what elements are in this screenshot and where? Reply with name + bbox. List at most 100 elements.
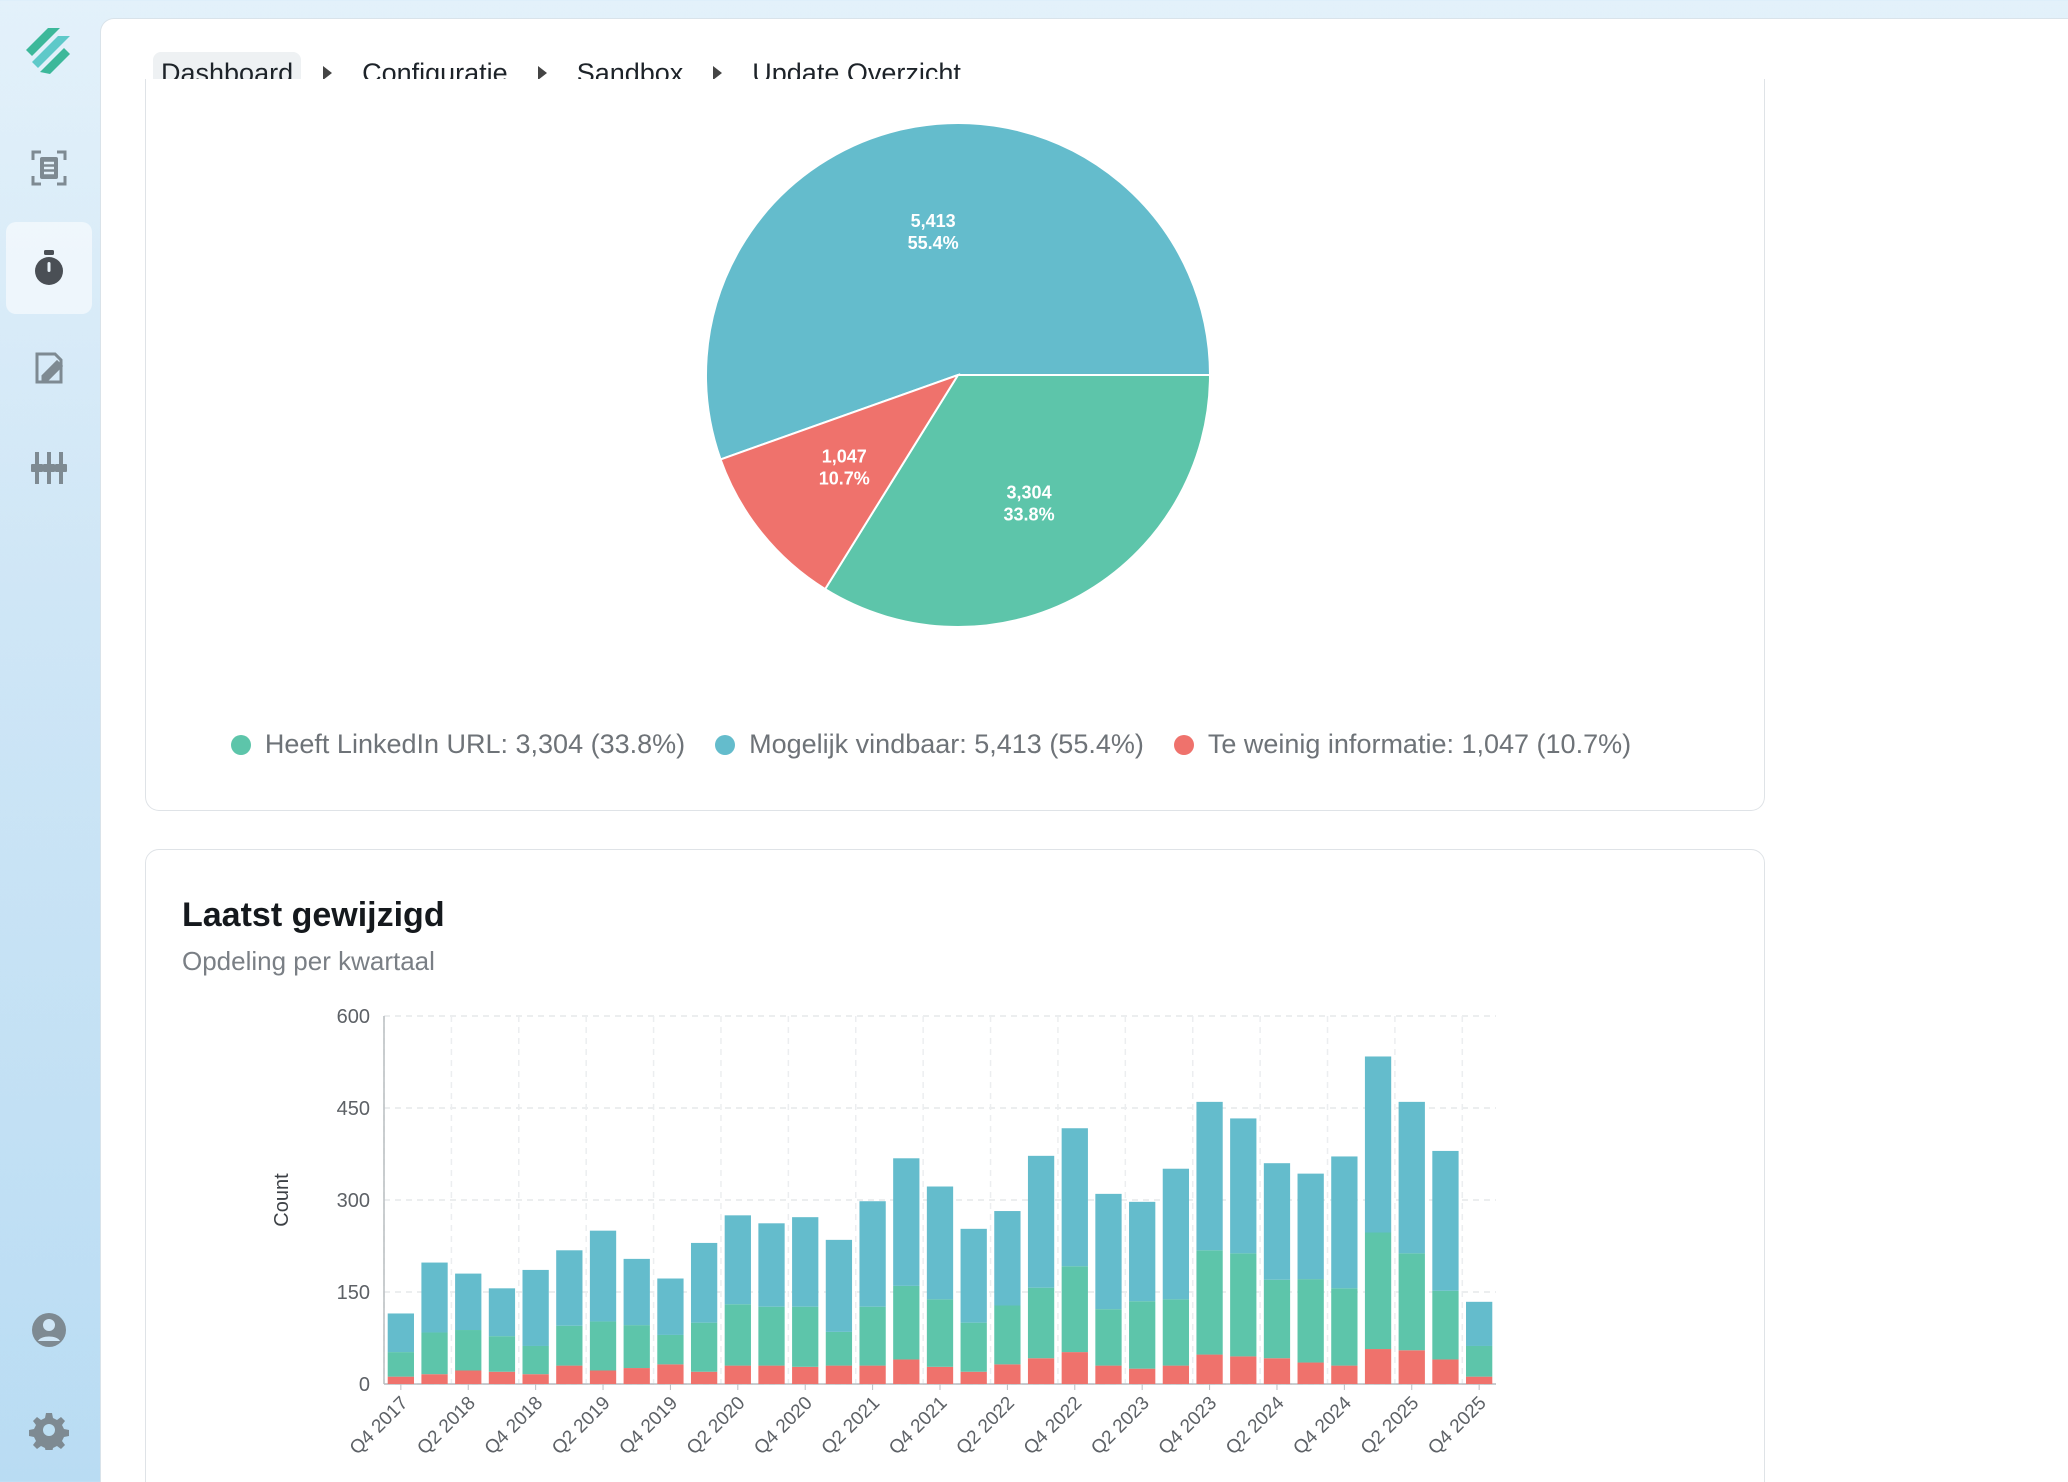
bar-segment[interactable] — [1061, 1352, 1088, 1384]
bar-segment[interactable] — [1364, 1349, 1392, 1384]
bar-segment[interactable] — [1095, 1309, 1122, 1366]
bar-segment[interactable] — [825, 1239, 853, 1332]
bar-segment[interactable] — [589, 1321, 617, 1371]
bar-segment[interactable] — [792, 1366, 819, 1384]
bar-segment[interactable] — [1466, 1376, 1493, 1384]
bar-segment[interactable] — [1398, 1253, 1425, 1351]
bar-segment[interactable] — [421, 1374, 448, 1384]
bar-segment[interactable] — [1162, 1365, 1190, 1384]
bar-segment[interactable] — [960, 1228, 987, 1323]
bar-segment[interactable] — [1432, 1150, 1459, 1291]
edit-document-icon[interactable] — [6, 322, 92, 414]
bar-segment[interactable] — [1263, 1358, 1291, 1384]
bar-segment[interactable] — [960, 1322, 987, 1372]
bar-segment[interactable] — [1230, 1356, 1257, 1384]
bar-segment[interactable] — [556, 1365, 583, 1384]
bar-segment[interactable] — [758, 1365, 785, 1384]
bar-segment[interactable] — [455, 1273, 482, 1331]
bar-segment[interactable] — [1398, 1101, 1425, 1254]
bar-segment[interactable] — [488, 1288, 516, 1337]
bar-segment[interactable] — [1398, 1350, 1425, 1384]
bar-segment[interactable] — [421, 1332, 448, 1375]
bar-segment[interactable] — [522, 1374, 549, 1384]
bar-segment[interactable] — [690, 1371, 718, 1384]
sliders-icon[interactable] — [6, 422, 92, 514]
bar-segment[interactable] — [1432, 1359, 1459, 1384]
bar-segment[interactable] — [859, 1201, 886, 1307]
bar-segment[interactable] — [690, 1322, 718, 1372]
bar-segment[interactable] — [589, 1370, 617, 1384]
bar-segment[interactable] — [657, 1334, 684, 1365]
bar-segment[interactable] — [1331, 1365, 1358, 1384]
bar-segment[interactable] — [1297, 1173, 1324, 1280]
bar-segment[interactable] — [960, 1371, 987, 1384]
bar-segment[interactable] — [825, 1331, 853, 1366]
bar-segment[interactable] — [758, 1223, 785, 1307]
bar-segment[interactable] — [926, 1366, 954, 1384]
bar-segment[interactable] — [1263, 1279, 1291, 1359]
bar-segment[interactable] — [455, 1330, 482, 1371]
bar-segment[interactable] — [1230, 1253, 1257, 1357]
bar-segment[interactable] — [1196, 1250, 1223, 1355]
bar-segment[interactable] — [994, 1364, 1021, 1384]
bar-segment[interactable] — [387, 1352, 414, 1377]
bar-segment[interactable] — [926, 1299, 954, 1367]
bar-segment[interactable] — [893, 1359, 920, 1384]
gear-icon[interactable] — [6, 1384, 92, 1476]
bar-segment[interactable] — [387, 1313, 414, 1353]
bar-segment[interactable] — [724, 1215, 751, 1305]
pie-slice[interactable] — [706, 123, 1212, 461]
bar-segment[interactable] — [1263, 1163, 1291, 1280]
bar-segment[interactable] — [623, 1325, 650, 1369]
bar-segment[interactable] — [1297, 1362, 1324, 1384]
bar-segment[interactable] — [1162, 1168, 1190, 1300]
bar-segment[interactable] — [1364, 1056, 1392, 1233]
bar-segment[interactable] — [387, 1376, 414, 1384]
bar-segment[interactable] — [1095, 1365, 1122, 1384]
bar-segment[interactable] — [1129, 1201, 1156, 1302]
bar-segment[interactable] — [522, 1269, 549, 1346]
bar-segment[interactable] — [623, 1258, 650, 1326]
logo-icon[interactable] — [18, 22, 78, 82]
bar-segment[interactable] — [792, 1306, 819, 1367]
bar-segment[interactable] — [1129, 1368, 1156, 1384]
bar-segment[interactable] — [1061, 1128, 1088, 1267]
bar-segment[interactable] — [1196, 1354, 1223, 1384]
stopwatch-icon[interactable] — [6, 222, 92, 314]
user-icon[interactable] — [6, 1284, 92, 1376]
bar-segment[interactable] — [893, 1158, 920, 1286]
bar-segment[interactable] — [1095, 1193, 1122, 1310]
bar-segment[interactable] — [421, 1262, 448, 1333]
bar-segment[interactable] — [1297, 1279, 1324, 1363]
bar-segment[interactable] — [1129, 1301, 1156, 1369]
bar-segment[interactable] — [994, 1211, 1021, 1306]
legend-item-vindbaar[interactable]: Mogelijk vindbaar: 5,413 (55.4%) — [715, 729, 1144, 760]
bar-segment[interactable] — [994, 1305, 1021, 1365]
bar-segment[interactable] — [1364, 1232, 1392, 1350]
bar-segment[interactable] — [1230, 1118, 1257, 1254]
pie-slice[interactable] — [823, 374, 1212, 628]
bar-segment[interactable] — [589, 1230, 617, 1322]
bar-segment[interactable] — [657, 1278, 684, 1335]
bar-segment[interactable] — [488, 1336, 516, 1372]
bar-segment[interactable] — [1196, 1101, 1223, 1251]
bar-segment[interactable] — [1027, 1155, 1055, 1288]
legend-item-linkedin[interactable]: Heeft LinkedIn URL: 3,304 (33.8%) — [230, 729, 685, 760]
bar-segment[interactable] — [1027, 1358, 1055, 1384]
bar-segment[interactable] — [859, 1365, 886, 1384]
pie-slice[interactable] — [719, 373, 961, 591]
bar-segment[interactable] — [1331, 1156, 1358, 1289]
bar-segment[interactable] — [893, 1285, 920, 1360]
bar-segment[interactable] — [758, 1306, 785, 1366]
bar-segment[interactable] — [1162, 1299, 1190, 1366]
bar-segment[interactable] — [690, 1242, 718, 1323]
legend-item-weinig[interactable]: Te weinig informatie: 1,047 (10.7%) — [1173, 729, 1631, 760]
bar-segment[interactable] — [792, 1217, 819, 1307]
bar-segment[interactable] — [926, 1186, 954, 1300]
bar-segment[interactable] — [1466, 1345, 1493, 1377]
bar-segment[interactable] — [623, 1368, 650, 1384]
bar-segment[interactable] — [1432, 1290, 1459, 1360]
bar-segment[interactable] — [1061, 1266, 1088, 1353]
bar-segment[interactable] — [556, 1325, 583, 1366]
bar-segment[interactable] — [859, 1306, 886, 1366]
